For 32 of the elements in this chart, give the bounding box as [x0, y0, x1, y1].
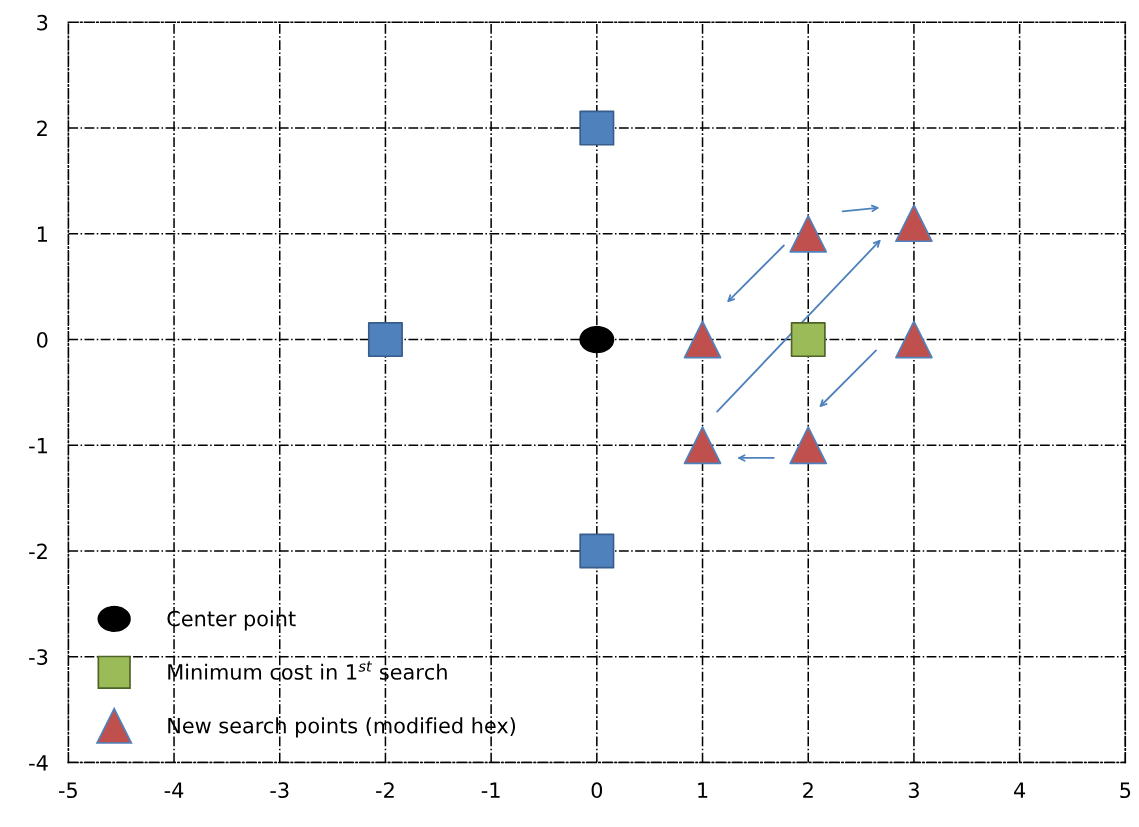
point [579, 110, 615, 146]
point [895, 204, 933, 243]
x-tick-label: 5 [1120, 782, 1131, 799]
y-tick-label: 2 [37, 120, 47, 136]
point [579, 325, 615, 354]
x-tick-label: -4 [164, 782, 184, 798]
y-tick-label: -3 [29, 649, 48, 665]
point [367, 322, 403, 358]
point [579, 533, 615, 569]
x-tick-label: -5 [58, 782, 77, 799]
x-tick-label: 0 [591, 782, 603, 799]
x-tick-label: -3 [270, 782, 289, 799]
x-tick-label: 2 [803, 782, 813, 798]
y-tick-label: 0 [37, 332, 48, 348]
y-tick-label: -4 [29, 755, 48, 771]
x-tick-label: -2 [376, 782, 394, 798]
y-tick-label: 1 [37, 226, 47, 242]
y-tick-label: -2 [29, 543, 47, 559]
legend-label: Center point [167, 610, 296, 631]
y-tick-label: -1 [29, 438, 47, 454]
x-tick-label: -1 [481, 782, 500, 798]
x-tick-label: 3 [908, 782, 919, 799]
point [789, 214, 828, 253]
point [790, 322, 826, 358]
x-tick-label: 1 [698, 782, 708, 798]
legend-label: Minimum cost in 1$^{st}$ search [168, 661, 447, 680]
y-tick-label: 3 [37, 14, 48, 31]
point [789, 426, 828, 465]
point [683, 320, 722, 359]
x-tick-label: 4 [1014, 782, 1026, 798]
point [683, 426, 722, 465]
point [895, 320, 933, 359]
